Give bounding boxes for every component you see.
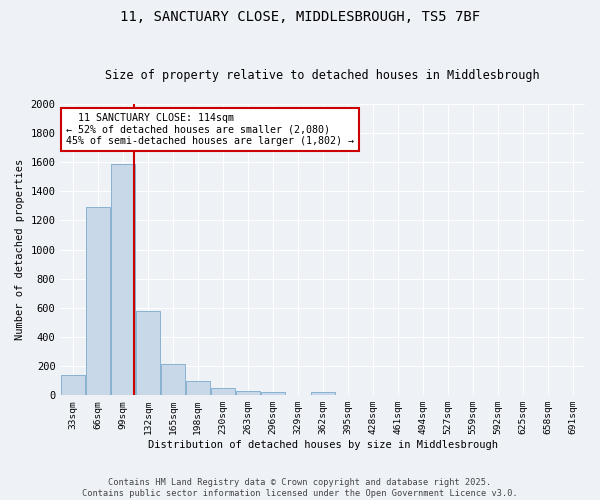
Text: 11 SANCTUARY CLOSE: 114sqm
← 52% of detached houses are smaller (2,080)
45% of s: 11 SANCTUARY CLOSE: 114sqm ← 52% of deta… [65,112,353,146]
Title: Size of property relative to detached houses in Middlesbrough: Size of property relative to detached ho… [106,69,540,82]
Bar [311,392,335,395]
Bar [161,364,185,395]
Text: 11, SANCTUARY CLOSE, MIDDLESBROUGH, TS5 7BF: 11, SANCTUARY CLOSE, MIDDLESBROUGH, TS5 … [120,10,480,24]
Y-axis label: Number of detached properties: Number of detached properties [15,159,25,340]
X-axis label: Distribution of detached houses by size in Middlesbrough: Distribution of detached houses by size … [148,440,498,450]
Bar [211,388,235,395]
Bar [61,374,85,395]
Bar [111,164,135,395]
Bar [236,392,260,395]
Bar [86,206,110,395]
Bar [186,380,209,395]
Bar [261,392,284,395]
Text: Contains HM Land Registry data © Crown copyright and database right 2025.
Contai: Contains HM Land Registry data © Crown c… [82,478,518,498]
Bar [136,310,160,395]
